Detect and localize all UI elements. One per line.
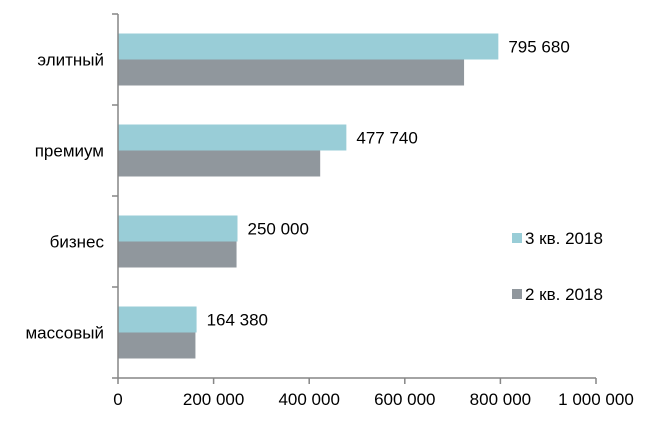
category-label: элитный bbox=[37, 51, 104, 70]
bar-q2 bbox=[118, 150, 321, 177]
legend-swatch bbox=[512, 233, 522, 243]
bar-q3 bbox=[118, 33, 499, 60]
x-tick-label: 600 000 bbox=[374, 390, 435, 409]
data-label: 164 380 bbox=[207, 311, 268, 330]
legend-label: 3 кв. 2018 bbox=[525, 229, 603, 248]
x-tick-label: 1 000 000 bbox=[558, 390, 634, 409]
data-label: 795 680 bbox=[508, 38, 569, 57]
x-tick-label: 400 000 bbox=[278, 390, 339, 409]
data-label: 250 000 bbox=[248, 220, 309, 239]
legend-label: 2 кв. 2018 bbox=[525, 285, 603, 304]
category-label: премиум bbox=[35, 142, 104, 161]
category-label: бизнес bbox=[50, 233, 105, 252]
bar-q2 bbox=[118, 59, 465, 86]
bar-q3 bbox=[118, 215, 238, 242]
x-tick-label: 200 000 bbox=[183, 390, 244, 409]
category-label: массовый bbox=[25, 324, 104, 343]
legend-swatch bbox=[512, 289, 522, 299]
x-tick-label: 800 000 bbox=[470, 390, 531, 409]
bar-q3 bbox=[118, 306, 197, 333]
data-label: 477 740 bbox=[356, 129, 417, 148]
bar-q2 bbox=[118, 332, 196, 359]
bar-q2 bbox=[118, 241, 237, 268]
bar-q3 bbox=[118, 124, 347, 151]
x-tick-label: 0 bbox=[113, 390, 122, 409]
